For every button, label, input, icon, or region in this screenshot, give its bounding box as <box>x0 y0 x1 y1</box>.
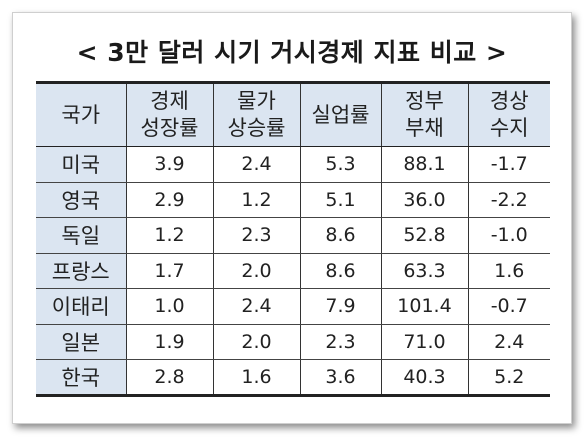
page-title: < 3만 달러 시기 거시경제 지표 비교 > <box>76 38 508 67</box>
table-cell: 36.0 <box>380 182 468 218</box>
table-cell: 1.0 <box>125 288 213 325</box>
table-row: 프랑스 1.7 2.0 8.6 63.3 1.6 <box>36 253 550 289</box>
table-cell: 3.9 <box>125 146 213 183</box>
table-cell: 1.2 <box>125 217 213 254</box>
table-cell: 2.4 <box>467 324 550 360</box>
table-cell: 5.1 <box>299 182 381 218</box>
table-cell: 1.6 <box>212 359 300 397</box>
country-cell: 독일 <box>36 217 126 254</box>
table-cell: 7.9 <box>299 288 381 325</box>
country-cell: 이태리 <box>36 288 126 325</box>
table-cell: 40.3 <box>380 359 468 397</box>
table-cell: 52.8 <box>380 217 468 254</box>
table-cell: 71.0 <box>380 324 468 360</box>
country-cell: 영국 <box>36 182 126 218</box>
country-cell: 한국 <box>36 359 126 397</box>
table-row: 일본 1.9 2.0 2.3 71.0 2.4 <box>36 324 550 360</box>
country-cell: 프랑스 <box>36 253 126 289</box>
table-cell: 5.2 <box>467 359 550 397</box>
table-cell: 63.3 <box>380 253 468 289</box>
table-cell: 2.8 <box>125 359 213 397</box>
table-cell: -0.7 <box>467 288 550 325</box>
table-cell: 2.3 <box>299 324 381 360</box>
header-country: 국가 <box>36 81 126 147</box>
header-row: 국가 경제 성장률 물가 상승률 실업률 정부 부채 경상 <box>36 81 550 147</box>
header-inflation-rate: 물가 상승률 <box>212 81 300 147</box>
header-unemployment: 실업률 <box>299 81 381 147</box>
header-growth-rate: 경제 성장률 <box>125 81 213 147</box>
country-cell: 미국 <box>36 146 126 183</box>
indicator-table: 국가 경제 성장률 물가 상승률 실업률 정부 부채 경상 <box>36 81 550 397</box>
table-cell: 3.6 <box>299 359 381 397</box>
table-cell: 88.1 <box>380 146 468 183</box>
table-cell: 2.3 <box>212 217 300 254</box>
table-card: < 3만 달러 시기 거시경제 지표 비교 > 국가 경제 성장률 물가 상승률… <box>12 12 572 424</box>
table-cell: -1.0 <box>467 217 550 254</box>
table-cell: 8.6 <box>299 217 381 254</box>
table-cell: -1.7 <box>467 146 550 183</box>
table-row: 이태리 1.0 2.4 7.9 101.4 -0.7 <box>36 288 550 325</box>
table-row: 영국 2.9 1.2 5.1 36.0 -2.2 <box>36 182 550 218</box>
header-gov-debt: 정부 부채 <box>380 81 468 147</box>
header-current-account: 경상 수지 <box>467 81 550 147</box>
table-cell: 101.4 <box>380 288 468 325</box>
table-cell: 1.7 <box>125 253 213 289</box>
table-cell: 1.6 <box>467 253 550 289</box>
table-cell: -2.2 <box>467 182 550 218</box>
table-cell: 2.0 <box>212 324 300 360</box>
table-cell: 1.9 <box>125 324 213 360</box>
table-cell: 5.3 <box>299 146 381 183</box>
table-cell: 2.9 <box>125 182 213 218</box>
table-cell: 2.4 <box>212 146 300 183</box>
table-row: 한국 2.8 1.6 3.6 40.3 5.2 <box>36 359 550 397</box>
table-cell: 1.2 <box>212 182 300 218</box>
table-cell: 2.0 <box>212 253 300 289</box>
table-cell: 2.4 <box>212 288 300 325</box>
table-cell: 8.6 <box>299 253 381 289</box>
country-cell: 일본 <box>36 324 126 360</box>
table-row: 독일 1.2 2.3 8.6 52.8 -1.0 <box>36 217 550 254</box>
table-row: 미국 3.9 2.4 5.3 88.1 -1.7 <box>36 146 550 183</box>
